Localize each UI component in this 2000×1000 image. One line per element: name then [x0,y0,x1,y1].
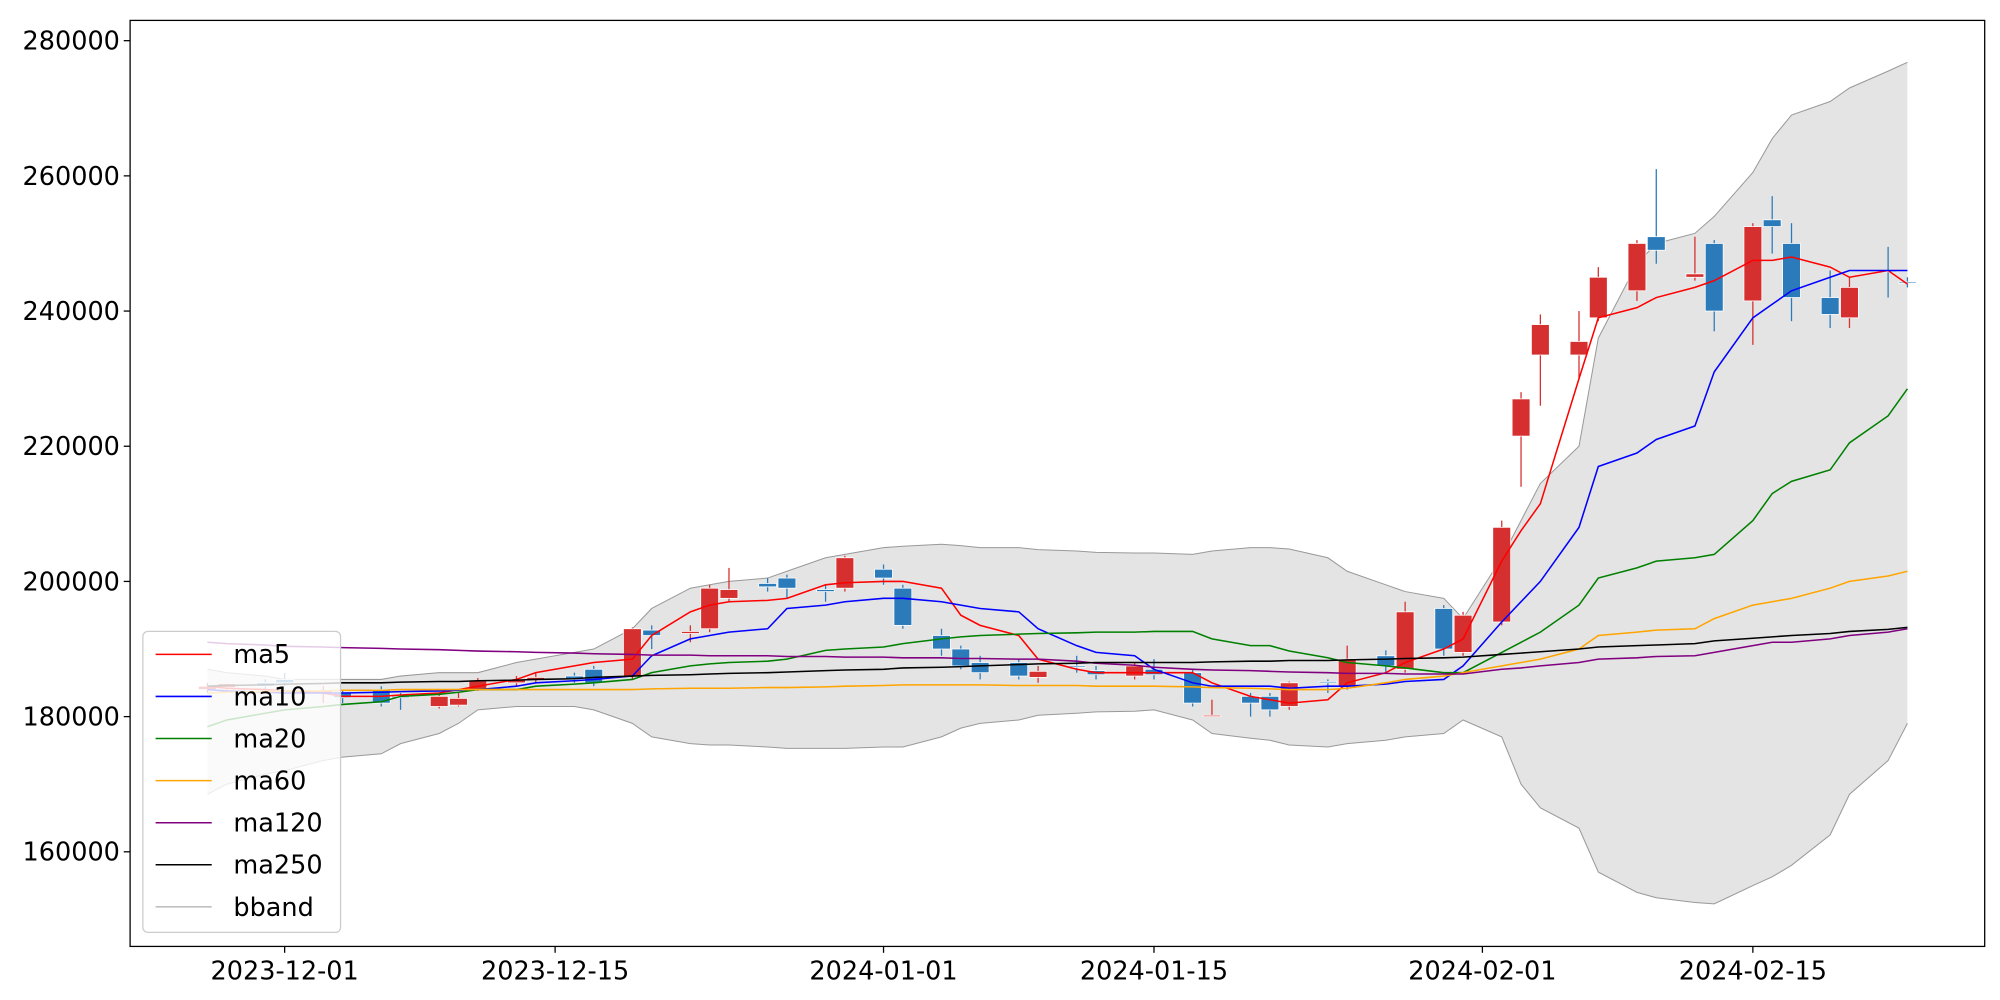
y-tick-label: 240000 [23,297,120,327]
legend-label: ma60 [233,767,306,797]
y-tick-label: 280000 [23,27,120,57]
candle-body [1125,665,1144,677]
legend-label: ma250 [233,851,322,881]
legend: ma5 ma10 ma20 ma60 ma120 ma250 bband [142,630,342,934]
candle-body [1743,226,1763,302]
legend-box [142,630,342,934]
plot-area [198,61,1917,905]
candle-body [719,589,739,599]
candle-body [1395,611,1415,670]
candle-body [1762,219,1782,227]
candle-body [893,587,913,626]
candle-body [816,589,835,592]
legend-label: ma10 [233,682,306,712]
legend-label: ma5 [233,640,290,670]
x-tick-label: 2023-12-01 [211,957,359,987]
x-tick-label: 2024-01-01 [809,957,957,987]
legend-label: bband [233,893,313,923]
ma-line [207,627,1908,675]
y-tick-label: 260000 [23,162,120,192]
y-tick-label: 220000 [23,432,120,462]
candle-body [951,648,971,667]
candle-body [1646,236,1666,251]
candle-body [700,587,719,630]
legend-label: ma120 [233,809,322,839]
candle-body [1318,681,1338,684]
legend-label: ma20 [233,724,306,754]
candle-body [1627,243,1647,292]
candle-body [1434,608,1454,650]
candle-body [1589,276,1608,319]
candle-body [429,695,449,707]
x-tick-label: 2023-12-15 [481,957,629,987]
candle-body [1453,614,1473,653]
candle-body [1685,273,1705,278]
candle-body [681,631,700,634]
candle-body [1376,655,1396,667]
y-tick-label: 180000 [23,703,120,733]
x-tick-label: 2024-01-15 [1080,957,1228,987]
candle-body [584,668,604,684]
candle-body [1009,662,1029,677]
candle-body [1511,398,1531,437]
bband-edge [207,705,1908,905]
candle-body [1531,324,1550,356]
x-tick-label: 2024-02-15 [1679,957,1827,987]
axes-frame [129,19,1986,948]
candle-body [1820,297,1840,315]
candle-body [1704,243,1724,312]
y-tick-label: 200000 [23,567,120,597]
candle-body [1898,281,1917,284]
candle-body [1183,672,1202,704]
ma-line [207,570,1908,694]
candle-body [1260,695,1280,711]
candle-body [1569,341,1589,356]
candle-body [1202,714,1222,717]
ma-line [207,626,1908,687]
bband-area [207,62,1908,904]
x-tick-label: 2024-02-01 [1408,957,1556,987]
candle-body [874,568,893,579]
candle-body [1840,287,1859,319]
candle-body [1028,670,1048,678]
candle-body [777,577,797,589]
candle-body [449,697,468,706]
candle-body [835,557,855,589]
candle-body [758,583,777,588]
candle-body [970,662,990,674]
candle-body [1782,243,1801,298]
y-tick-label: 160000 [23,838,120,868]
